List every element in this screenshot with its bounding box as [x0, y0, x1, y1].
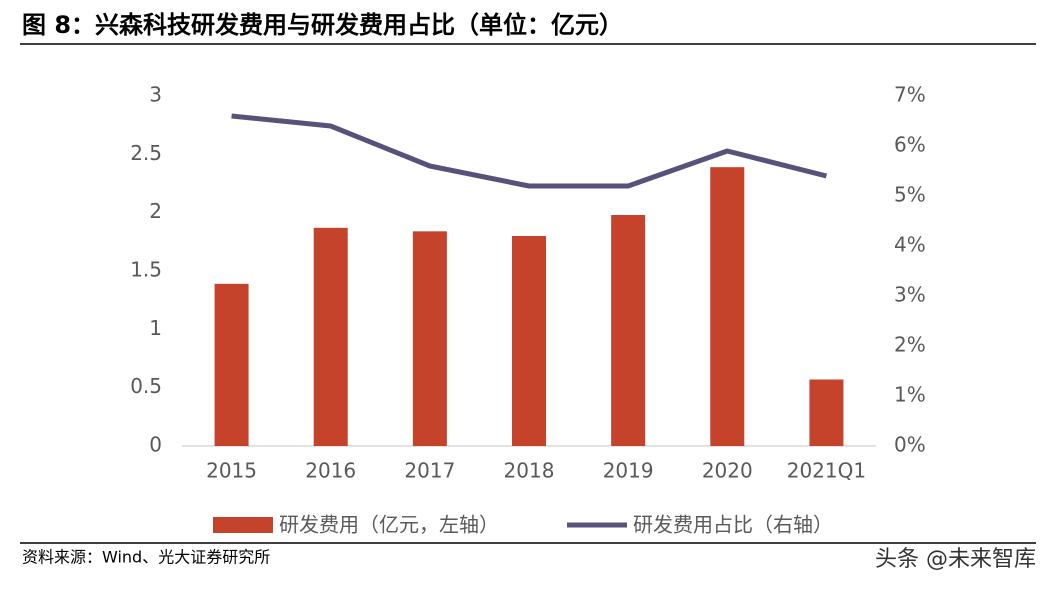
x-tick-label: 2021Q1 [787, 459, 866, 483]
y2-tick-label: 7% [894, 83, 926, 107]
bar [512, 236, 546, 446]
watermark: 头条 @未来智库 [875, 547, 1036, 572]
source: 资料来源：Wind、光大证券研究所 [22, 548, 270, 567]
y2-tick-label: 3% [894, 283, 926, 307]
y-tick-label: 1 [149, 316, 162, 340]
x-tick-label: 2020 [702, 459, 753, 483]
bar [710, 167, 745, 446]
y-tick-label: 0.5 [130, 374, 162, 398]
y-tick-label: 2 [149, 199, 162, 223]
y2-tick-label: 6% [894, 133, 926, 157]
x-tick-label: 2016 [305, 459, 356, 483]
legend-swatch [213, 517, 273, 533]
y-tick-label: 2.5 [130, 141, 162, 165]
bar [214, 283, 249, 446]
x-tick-label: 2015 [206, 459, 257, 483]
bar [809, 379, 844, 446]
line [231, 113, 828, 189]
x-tick-label: 2019 [603, 459, 654, 483]
chart-title: 图 8：兴森科技研发费用与研发费用占比（单位：亿元） [22, 11, 623, 39]
y2-tick-label: 2% [894, 333, 926, 357]
y2-tick-label: 4% [894, 233, 926, 257]
legend-label: 研发费用（亿元，左轴） [279, 513, 499, 537]
legend-label: 研发费用占比（右轴） [633, 513, 833, 537]
bar [313, 227, 348, 446]
x-tick-label: 2018 [504, 459, 555, 483]
y-tick-label: 0 [149, 433, 162, 457]
y2-tick-label: 0% [894, 433, 926, 457]
x-tick-label: 2017 [404, 459, 455, 483]
bar [611, 215, 646, 446]
y-tick-label: 3 [149, 83, 162, 107]
bar [412, 231, 447, 446]
y2-tick-label: 1% [894, 383, 926, 407]
y2-tick-label: 5% [894, 183, 926, 207]
y-tick-label: 1.5 [130, 258, 162, 282]
